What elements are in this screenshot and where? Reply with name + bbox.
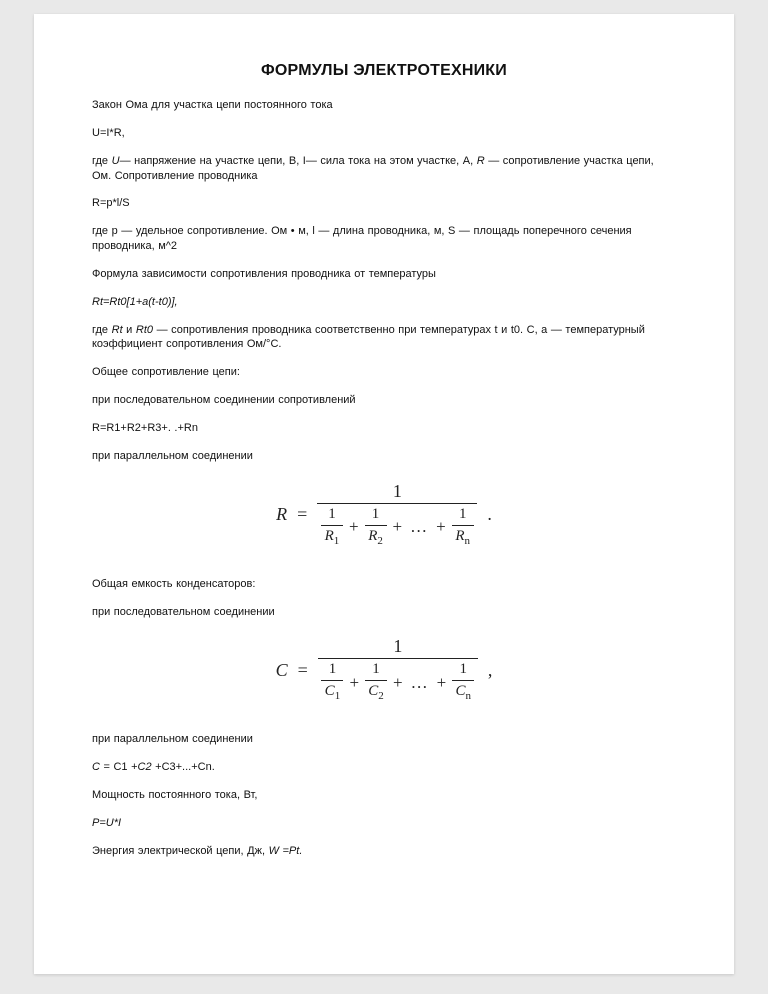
denominator-row: 1 R1 + 1 R2 + … + 1 — [321, 507, 474, 547]
term-den: C2 — [368, 684, 384, 702]
var-c: C — [92, 761, 100, 773]
plus: + — [391, 674, 405, 691]
var-c2: C2 — [138, 761, 152, 773]
text: где — [92, 324, 112, 336]
formula-text: Rt=Rt0[1+a(t-t0)], — [92, 296, 178, 308]
text: Энергия электрической цепи, Дж, — [92, 845, 269, 857]
dots: … — [409, 674, 431, 691]
denom-term-2: 1 C2 — [365, 662, 387, 702]
paragraph-total-resistance: Общее сопротивление цепи: — [92, 365, 676, 380]
paragraph-parallel-resistance: при параллельном соединении — [92, 449, 676, 464]
term-num: 1 — [328, 507, 336, 522]
term-num: 1 — [372, 507, 380, 522]
numerator: 1 — [393, 482, 402, 500]
denom-term-n: 1 Rn — [452, 507, 474, 547]
formula-parallel-resistance: R = 1 1 R1 + 1 R2 + — [92, 482, 676, 547]
formula-box: R = 1 1 R1 + 1 R2 + — [276, 482, 492, 547]
denom-term-1: 1 R1 — [321, 507, 343, 547]
paragraph-series-capacitance: при последовательном соединении — [92, 605, 676, 620]
formula-left: R — [276, 505, 287, 523]
formula-temp-dependence: Rt=Rt0[1+a(t-t0)], — [92, 295, 676, 310]
equals-sign: = — [298, 661, 308, 679]
plus: + — [391, 518, 405, 535]
fraction: 1 1 C1 + 1 C2 + … + — [318, 637, 478, 702]
term-bar — [452, 525, 474, 526]
formula-box: C = 1 1 C1 + 1 C2 + — [276, 637, 493, 702]
numerator: 1 — [393, 637, 402, 655]
text: — напряжение на участке цепи, В, I— сила… — [120, 155, 477, 167]
formula-ohms-law: U=I*R, — [92, 126, 676, 141]
dots: … — [408, 518, 430, 535]
paragraph-series-resistance: при последовательном соединении сопротив… — [92, 393, 676, 408]
fraction-bar — [318, 658, 478, 659]
equals-sign: = — [297, 505, 307, 523]
paragraph-temp-dependence: Формула зависимости сопротивления провод… — [92, 267, 676, 282]
paragraph-ohms-law-vars: где U— напряжение на участке цепи, В, I—… — [92, 154, 676, 184]
text: — сопротивления проводника соответственн… — [92, 324, 645, 351]
term-bar — [452, 680, 474, 681]
page-title: ФОРМУЛЫ ЭЛЕКТРОТЕХНИКИ — [92, 62, 676, 80]
term-den: C1 — [325, 684, 341, 702]
text: +С3+...+Cn. — [152, 761, 215, 773]
term-bar — [321, 680, 343, 681]
plus: + — [347, 518, 361, 535]
formula-text: P=U*I — [92, 817, 121, 829]
document-page: ФОРМУЛЫ ЭЛЕКТРОТЕХНИКИ Закон Ома для уча… — [34, 14, 734, 974]
formula-left: C — [276, 661, 288, 679]
trailing-punct: , — [488, 661, 493, 679]
plus: + — [347, 674, 361, 691]
var-u: U — [112, 155, 120, 167]
fraction: 1 1 R1 + 1 R2 + … + — [317, 482, 477, 547]
formula-parallel-capacitance: C = С1 +C2 +С3+...+Cn. — [92, 760, 676, 775]
denom-term-2: 1 R2 — [365, 507, 387, 547]
term-num: 1 — [329, 662, 337, 677]
paragraph-temp-vars: где Rt и Rt0 — сопротивления проводника … — [92, 323, 676, 353]
text: где — [92, 155, 112, 167]
var-rt: Rt — [112, 324, 123, 336]
paragraph-energy: Энергия электрической цепи, Дж, W =Pt. — [92, 844, 676, 859]
paragraph-parallel-capacitance: при параллельном соединении — [92, 732, 676, 747]
var-r: R — [477, 155, 485, 167]
fraction-bar — [317, 503, 477, 504]
var-w: W =Pt. — [269, 845, 303, 857]
term-den: R2 — [368, 529, 383, 547]
paragraph-power: Мощность постоянного тока, Вт, — [92, 788, 676, 803]
formula-series-capacitance: C = 1 1 C1 + 1 C2 + — [92, 637, 676, 702]
var-rt0: Rt0 — [136, 324, 153, 336]
paragraph-resistivity-vars: где p — удельное сопротивление. Ом • м, … — [92, 224, 676, 254]
term-den: Rn — [455, 529, 470, 547]
denom-term-n: 1 Cn — [452, 662, 474, 702]
term-den: Cn — [455, 684, 471, 702]
trailing-punct: . — [487, 505, 492, 523]
term-num: 1 — [372, 662, 380, 677]
paragraph-ohms-law-intro: Закон Ома для участка цепи постоянного т… — [92, 98, 676, 113]
denom-term-1: 1 C1 — [321, 662, 343, 702]
term-bar — [321, 525, 343, 526]
term-bar — [365, 680, 387, 681]
term-den: R1 — [325, 529, 340, 547]
text: = С1 + — [100, 761, 138, 773]
paragraph-total-capacitance: Общая емкость конденсаторов: — [92, 577, 676, 592]
formula-resistance: R=p*l/S — [92, 196, 676, 211]
plus: + — [434, 518, 448, 535]
text: и — [123, 324, 136, 336]
formula-series-resistance: R=R1+R2+R3+. .+Rn — [92, 421, 676, 436]
formula-power: P=U*I — [92, 816, 676, 831]
denominator-row: 1 C1 + 1 C2 + … + 1 — [321, 662, 474, 702]
term-bar — [365, 525, 387, 526]
term-num: 1 — [459, 507, 467, 522]
plus: + — [435, 674, 449, 691]
term-num: 1 — [459, 662, 467, 677]
